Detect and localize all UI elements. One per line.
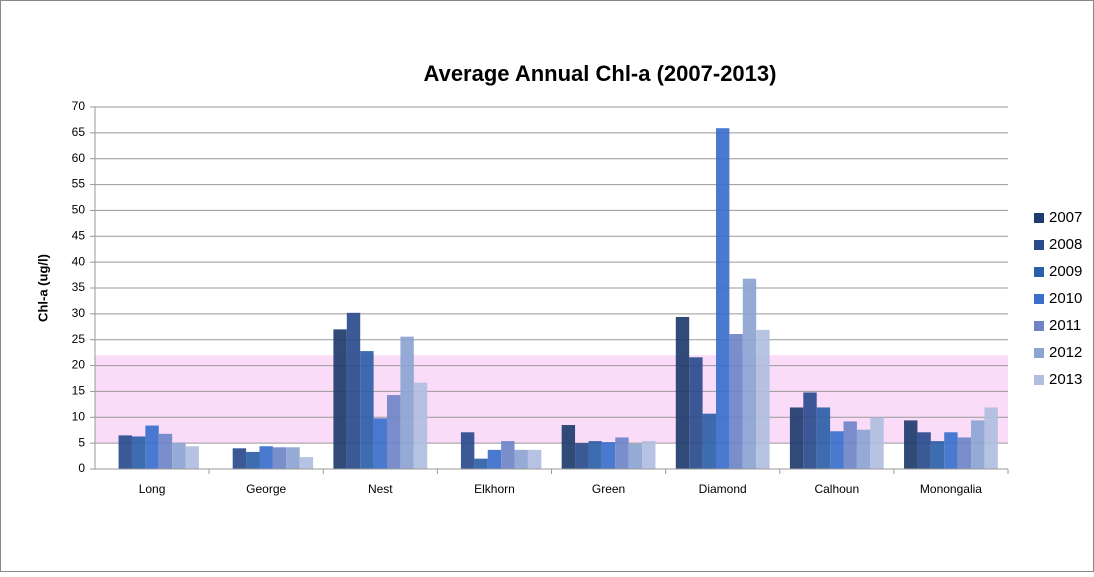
- legend-label: 2013: [1049, 371, 1082, 388]
- bar: [272, 447, 287, 469]
- legend-swatch: [1034, 294, 1044, 304]
- bar: [917, 432, 931, 469]
- bar: [158, 433, 173, 469]
- legend-swatch: [1034, 213, 1044, 223]
- bar: [904, 420, 918, 469]
- bar: [944, 432, 958, 469]
- y-axis-label: Chl-a (ug/l): [35, 254, 50, 322]
- y-tick-label: 40: [72, 254, 86, 268]
- bar: [346, 312, 361, 469]
- bar: [702, 413, 716, 469]
- bar: [588, 441, 602, 469]
- legend-swatch: [1034, 267, 1044, 277]
- y-tick-label: 65: [72, 125, 86, 139]
- legend-swatch: [1034, 348, 1044, 358]
- bar: [689, 357, 703, 469]
- bar: [930, 441, 945, 469]
- bar: [971, 420, 985, 469]
- bar: [957, 437, 972, 469]
- bar: [400, 336, 414, 469]
- x-tick-label: Nest: [368, 482, 393, 496]
- legend-label: 2011: [1049, 317, 1081, 334]
- bar: [299, 457, 314, 469]
- bar: [830, 431, 844, 469]
- bar: [843, 421, 857, 469]
- bar: [601, 442, 616, 469]
- bar: [118, 435, 132, 469]
- x-tick-label: Calhoun: [814, 482, 859, 496]
- bar: [413, 382, 428, 469]
- bar: [575, 443, 589, 469]
- y-tick-label: 15: [72, 384, 86, 398]
- bar: [561, 425, 576, 469]
- bar: [615, 437, 629, 469]
- y-tick-label: 20: [72, 358, 86, 372]
- bar: [527, 449, 542, 469]
- legend-label: 2010: [1049, 290, 1082, 307]
- y-tick-label: 0: [78, 461, 85, 475]
- bar: [756, 329, 770, 469]
- bar: [487, 449, 502, 469]
- bar: [501, 441, 515, 469]
- bar: [232, 448, 247, 469]
- bar: [387, 395, 401, 469]
- bar: [816, 407, 831, 469]
- y-tick-label: 45: [72, 228, 86, 242]
- y-tick-label: 25: [72, 332, 86, 346]
- x-tick-label: Diamond: [699, 482, 747, 496]
- x-tick-label: Long: [139, 482, 166, 496]
- bar: [715, 128, 730, 469]
- bar: [185, 446, 199, 469]
- y-tick-label: 35: [72, 280, 86, 294]
- bar: [628, 443, 643, 469]
- bar: [286, 447, 300, 469]
- bar: [460, 432, 475, 469]
- bar: [514, 449, 528, 469]
- bar: [675, 316, 690, 469]
- bar: [246, 451, 260, 469]
- bar: [145, 425, 159, 469]
- bar: [803, 392, 817, 469]
- bar: [131, 436, 146, 469]
- chart-title: Average Annual Chl-a (2007-2013): [424, 61, 777, 86]
- y-tick-label: 50: [72, 203, 86, 217]
- bar: [729, 334, 743, 469]
- legend-label: 2012: [1049, 344, 1082, 361]
- y-tick-label: 30: [72, 306, 86, 320]
- bar: [870, 417, 884, 469]
- x-tick-label: Green: [592, 482, 625, 496]
- bar: [742, 278, 757, 469]
- bar: [856, 429, 871, 469]
- legend-label: 2007: [1049, 209, 1082, 226]
- y-tick-label: 5: [78, 435, 85, 449]
- legend-swatch: [1034, 240, 1044, 250]
- bar: [360, 351, 374, 469]
- legend-swatch: [1034, 375, 1044, 385]
- y-tick-label: 70: [72, 99, 86, 113]
- bar: [642, 441, 656, 469]
- y-tick-label: 60: [72, 151, 86, 165]
- x-tick-label: George: [246, 482, 286, 496]
- bar: [259, 446, 273, 469]
- bar: [333, 329, 347, 469]
- legend-label: 2009: [1049, 263, 1082, 280]
- y-tick-label: 55: [72, 177, 86, 191]
- legend-label: 2008: [1049, 236, 1082, 253]
- bar: [789, 407, 804, 469]
- legend-swatch: [1034, 321, 1044, 331]
- bar: [984, 407, 998, 469]
- y-tick-label: 10: [72, 409, 86, 423]
- x-tick-label: Monongalia: [920, 482, 982, 496]
- x-tick-label: Elkhorn: [474, 482, 515, 496]
- bar: [172, 442, 186, 469]
- bar: [474, 458, 488, 469]
- bar: [373, 418, 388, 469]
